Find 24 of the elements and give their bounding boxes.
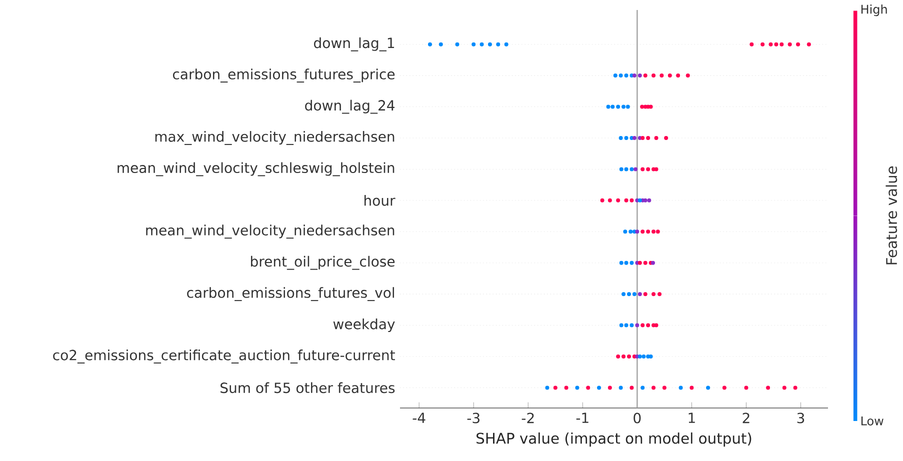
y-tick-label: down_lag_24 xyxy=(305,100,395,114)
y-tick-label: down_lag_1 xyxy=(314,37,394,52)
y-tick-label: hour xyxy=(364,195,396,206)
x-tick-label: 3 xyxy=(797,412,804,424)
x-tick-label: -3 xyxy=(467,412,480,424)
y-tick-label: carbon_emissions_futures_price xyxy=(172,68,395,83)
x-tick-label: -2 xyxy=(522,412,534,424)
y-tick-label: carbon_emissions_futures_vol xyxy=(187,287,394,302)
y-tick-label: weekday xyxy=(333,318,395,332)
x-tick-label: -1 xyxy=(576,412,588,423)
y-tick-label: Sum of 55 other features xyxy=(220,382,395,394)
text: High xyxy=(861,4,887,16)
y-tick-label: brent_oil_price_close xyxy=(251,256,395,270)
x-axis-title: SHAP value (impact on model output) xyxy=(476,432,752,447)
y-tick-label: mean_wind_velocity_schleswig_holstein xyxy=(118,162,394,176)
y-tick-label: mean_wind_velocity_niedersachsen xyxy=(146,224,394,239)
text: Low xyxy=(861,416,884,426)
x-tick-label: -4 xyxy=(412,412,426,423)
y-tick-label: co2_emissions_certificate_auction_future-current xyxy=(53,350,395,364)
y-tick-label: max_wind_velocity_niedersachsen xyxy=(155,131,394,145)
x-tick-label: 1 xyxy=(688,412,695,423)
x-tick-label: 2 xyxy=(742,412,750,424)
x-tick-label: 0 xyxy=(634,412,641,424)
color-bar-title: Feature value xyxy=(886,166,898,264)
